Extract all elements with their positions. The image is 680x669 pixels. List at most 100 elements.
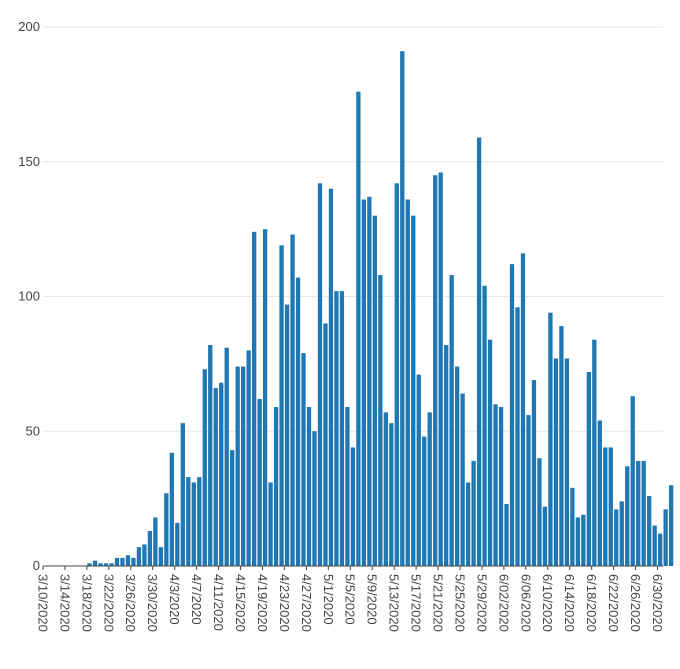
bar [498, 407, 504, 566]
bar [361, 199, 367, 567]
bar [262, 229, 268, 567]
bar [175, 522, 180, 566]
x-tick-label: 3/18/2020 [79, 574, 94, 632]
bar [306, 407, 312, 566]
bar [312, 431, 317, 566]
bar [317, 183, 323, 566]
bar [273, 407, 279, 566]
bar [180, 423, 185, 566]
bar [230, 450, 235, 566]
bar [570, 487, 575, 566]
y-tick-label: 200 [18, 19, 40, 34]
bar [339, 291, 345, 566]
x-tick-label: 6/10/2020 [540, 574, 555, 632]
y-tick-label: 150 [18, 154, 40, 169]
x-axis: 3/10/2020 3/14/2020 3/18/2020 3/22/2020 3/26… [35, 565, 665, 632]
bar [444, 345, 449, 566]
x-tick-label: 5/21/2020 [430, 574, 445, 632]
x-tick-label: 6/02/2020 [496, 574, 511, 632]
x-tick-label: 4/23/2020 [277, 574, 292, 632]
bar [345, 407, 350, 566]
gridlines [43, 26, 663, 432]
bar [493, 404, 498, 566]
bar [109, 563, 114, 566]
bar [367, 196, 372, 566]
bar [268, 482, 273, 566]
bar [668, 485, 674, 566]
bar [504, 504, 509, 566]
bar [471, 460, 476, 566]
x-tick-label: 5/29/2020 [474, 574, 489, 632]
bar [405, 199, 410, 567]
x-tick-label: 5/17/2020 [409, 574, 424, 632]
bar [531, 380, 537, 566]
bar [586, 371, 591, 566]
bar [169, 452, 174, 566]
x-tick-label: 4/7/2020 [189, 574, 204, 625]
bar [153, 517, 158, 566]
bar [553, 358, 559, 566]
bar [515, 307, 520, 566]
x-tick-label: 6/22/2020 [606, 574, 621, 632]
bar [597, 420, 602, 566]
bar [663, 509, 668, 566]
bar [455, 366, 460, 566]
bar [284, 304, 290, 566]
bar [208, 345, 213, 566]
x-tick-label: 5/13/2020 [387, 574, 402, 632]
x-tick-label: 4/11/2020 [211, 574, 226, 631]
x-tick-label: 6/30/2020 [650, 574, 665, 632]
x-tick-label: 6/14/2020 [562, 574, 577, 632]
bar [103, 563, 109, 566]
x-tick-label: 6/18/2020 [584, 574, 599, 632]
y-tick-label: 50 [26, 423, 40, 438]
x-tick-label: 6/26/2020 [628, 574, 643, 632]
x-tick-label: 5/5/2020 [343, 574, 358, 625]
bar [125, 555, 131, 566]
bar [625, 466, 630, 566]
bar [509, 264, 515, 566]
bar [252, 231, 257, 566]
bar [422, 436, 427, 566]
bar [202, 369, 207, 566]
x-tick-label: 3/26/2020 [123, 574, 138, 632]
bar [114, 557, 120, 566]
bar [438, 172, 443, 566]
bar [197, 477, 202, 566]
bar [290, 234, 295, 566]
bar [581, 514, 586, 566]
bar [372, 215, 377, 566]
bar [147, 530, 153, 566]
bar [186, 477, 191, 566]
bar [87, 563, 92, 566]
bar [449, 274, 454, 566]
bar [411, 215, 416, 566]
bar [427, 412, 432, 566]
bar [476, 137, 482, 566]
x-tick-label: 3/30/2020 [145, 574, 160, 632]
x-tick-label: 4/27/2020 [299, 574, 314, 632]
bar [158, 547, 164, 566]
bar [328, 188, 334, 566]
bar [142, 544, 147, 566]
bar [92, 560, 98, 566]
x-tick-label: 4/19/2020 [255, 574, 270, 632]
bar [131, 557, 136, 566]
x-tick-label: 5/1/2020 [321, 574, 336, 625]
bar [279, 245, 284, 567]
bar [235, 366, 240, 566]
bar [603, 447, 608, 566]
y-tick-label: 100 [18, 289, 40, 304]
bar [257, 398, 262, 566]
bar [619, 501, 624, 566]
bar [465, 482, 471, 566]
bar [614, 509, 619, 566]
bar [213, 388, 218, 566]
bar [295, 277, 301, 566]
x-tick-label: 3/14/2020 [57, 574, 72, 632]
bar [526, 415, 531, 566]
bar [416, 374, 421, 566]
bar [389, 423, 394, 566]
